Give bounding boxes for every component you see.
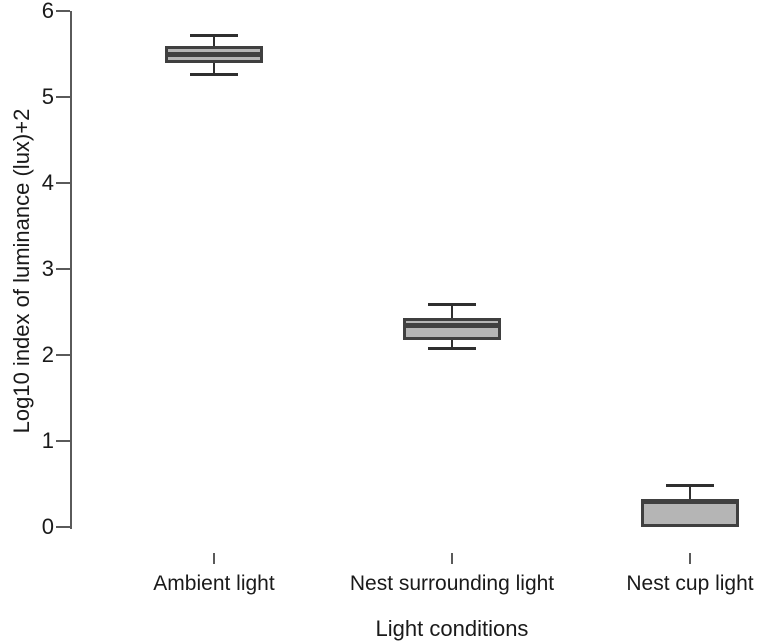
y-axis-tick (56, 182, 70, 184)
y-axis-tick-label: 0 (41, 514, 54, 539)
median-line (165, 52, 263, 57)
upper-whisker-cap (428, 303, 476, 307)
y-axis-tick (56, 440, 70, 442)
lower-whisker-line (451, 340, 453, 349)
upper-whisker-line (213, 35, 215, 47)
box-iqr (403, 318, 501, 341)
y-axis-tick (56, 10, 70, 12)
x-axis-tick (213, 553, 215, 564)
category-label: Nest surrounding light (349, 572, 555, 595)
median-line (403, 322, 501, 328)
y-axis-tick-label: 6 (41, 0, 54, 23)
category-label: Ambient light (153, 572, 275, 595)
y-axis-title: Log10 index of luminance (lux)+2 (9, 108, 34, 434)
y-axis-tick-label: 1 (41, 428, 54, 453)
y-axis-tick-label: 5 (41, 84, 54, 109)
y-axis-tick (56, 268, 70, 270)
y-axis-tick (56, 354, 70, 356)
y-axis-tick (56, 96, 70, 98)
lower-whisker-cap (190, 72, 238, 76)
upper-whisker-cap (666, 483, 714, 487)
upper-whisker-cap (190, 33, 238, 37)
box-iqr (641, 501, 739, 527)
y-axis-tick-label: 4 (41, 170, 54, 195)
upper-whisker-line (689, 485, 691, 502)
lower-whisker-cap (428, 347, 476, 351)
y-axis-tick-label: 3 (41, 256, 54, 281)
x-axis-tick (451, 553, 453, 564)
median-line (641, 499, 739, 505)
lower-whisker-line (213, 63, 215, 74)
upper-whisker-line (451, 305, 453, 318)
y-axis-line (70, 11, 72, 529)
x-axis-tick (689, 553, 691, 564)
category-label: Nest cup light (626, 572, 754, 595)
y-axis-tick-label: 2 (41, 342, 54, 367)
x-axis-title: Light conditions (375, 616, 529, 641)
y-axis-tick (56, 526, 70, 528)
